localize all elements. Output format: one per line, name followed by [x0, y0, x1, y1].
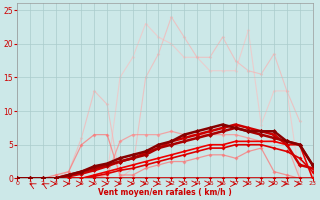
X-axis label: Vent moyen/en rafales ( km/h ): Vent moyen/en rafales ( km/h ) — [98, 188, 232, 197]
